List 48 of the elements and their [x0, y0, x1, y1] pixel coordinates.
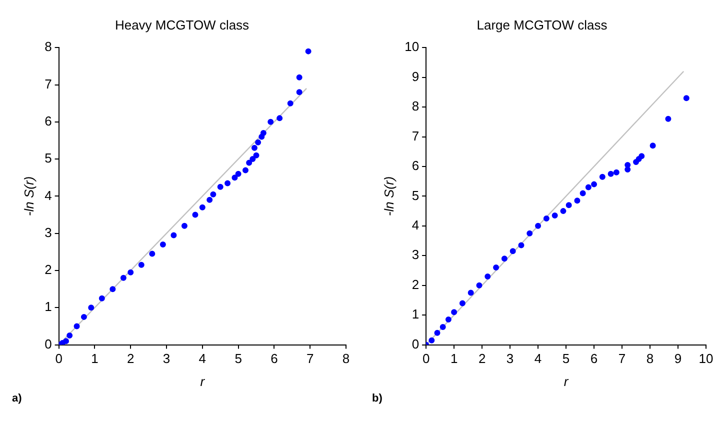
x-tick-label: 0 [55, 351, 62, 366]
y-tick-label: 3 [412, 247, 420, 262]
y-tick-label: 6 [44, 113, 52, 128]
x-tick-label: 0 [422, 351, 430, 366]
y-tick-label: 8 [44, 39, 52, 54]
x-axis-title: r [564, 374, 569, 389]
x-tick-label: 1 [450, 351, 458, 366]
x-tick-label: 7 [306, 351, 314, 366]
y-tick-label: 10 [404, 39, 420, 54]
y-tick-label: 4 [44, 188, 52, 203]
y-tick-label: 5 [412, 188, 420, 203]
x-tick-label: 7 [618, 351, 626, 366]
x-tick-label: 3 [162, 351, 170, 366]
x-tick-label: 3 [506, 351, 514, 366]
text: a) [12, 392, 22, 405]
x-tick-label: 6 [590, 351, 598, 366]
y-tick-label: 6 [412, 158, 420, 174]
x-tick-label: 5 [234, 351, 242, 366]
y-tick-label: 5 [44, 150, 52, 166]
y-tick-label: 8 [412, 98, 420, 114]
x-tick-label: 4 [198, 351, 206, 366]
x-tick-label: 10 [698, 351, 714, 366]
y-tick-label: 3 [44, 224, 52, 240]
x-tick-label: 6 [270, 351, 278, 366]
y-tick-label: 7 [412, 128, 420, 144]
x-tick-label: 5 [562, 351, 570, 366]
y-axis-title: -ln S(r) [381, 176, 396, 216]
y-tick-label: 0 [412, 336, 420, 352]
x-tick-label: 2 [478, 351, 486, 366]
x-tick-label: 8 [646, 351, 654, 366]
y-tick-label: 1 [44, 299, 52, 314]
y-tick-label: 4 [412, 218, 420, 232]
x-tick-label: 4 [534, 351, 542, 366]
x-tick-label: 9 [674, 351, 682, 366]
x-tick-label: 8 [342, 351, 350, 366]
x-tick-label: 1 [91, 351, 98, 366]
x-axis-title: r [200, 374, 206, 389]
chart-title: Large MCGTOW class [476, 17, 608, 32]
y-tick-label: 7 [44, 76, 52, 92]
y-tick-label: 9 [412, 68, 420, 84]
x-tick-label: 2 [127, 351, 134, 366]
y-tick-label: 2 [412, 276, 420, 292]
chart-title: Heavy MCGTOW class [114, 17, 250, 32]
y-tick-label: 1 [412, 306, 420, 322]
text: b) [372, 392, 383, 405]
y-tick-label: 0 [44, 336, 52, 352]
y-axis-title: -ln S(r) [21, 176, 36, 216]
y-tick-label: 2 [44, 262, 52, 278]
